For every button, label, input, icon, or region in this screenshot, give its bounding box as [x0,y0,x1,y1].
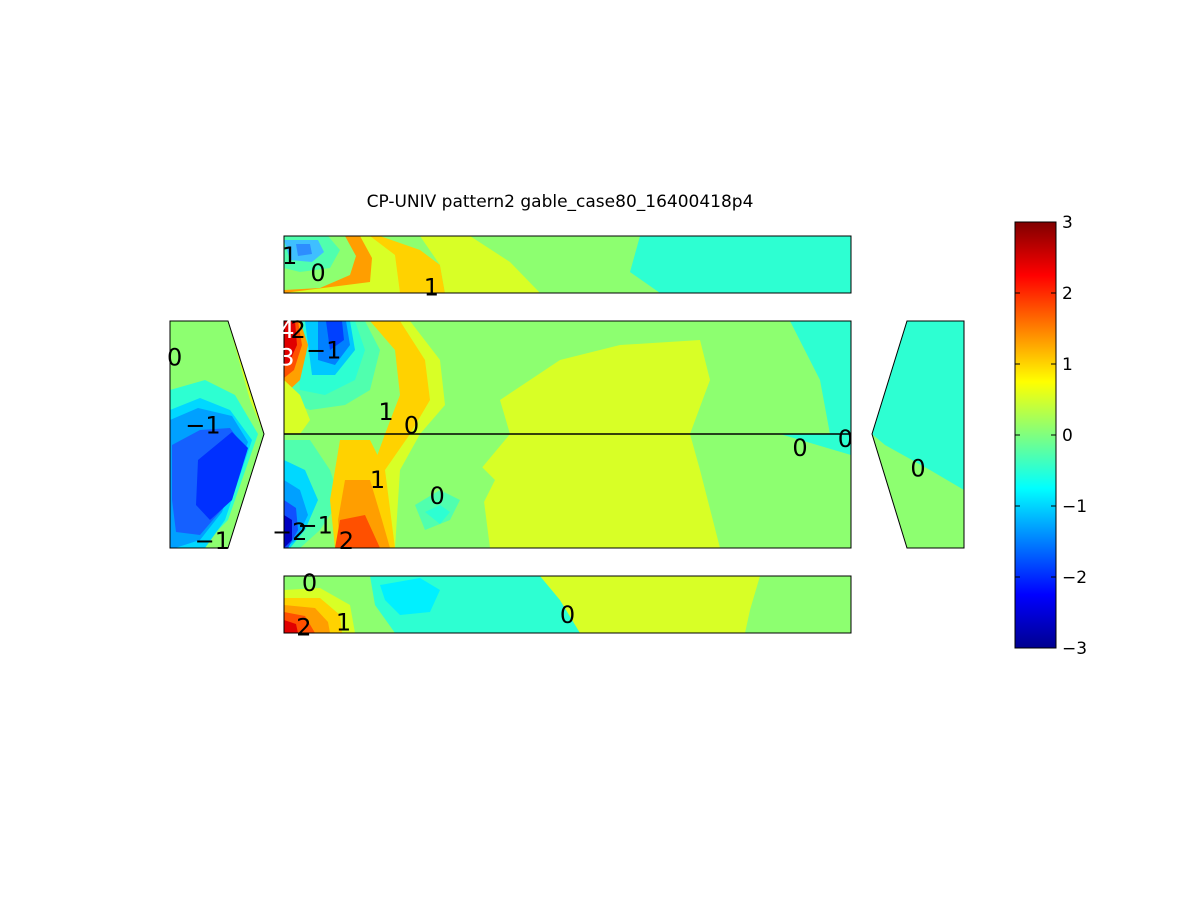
contour-label-center-0: 4 [279,316,294,344]
contour-label-left-1: −1 [185,411,220,439]
colorbar-tick-label-3: 0 [1062,426,1073,446]
contour-label-center-10: 2 [339,527,354,555]
contour-label-center-6: 1 [370,466,385,494]
colorbar: 3 2 1 0 −1 −2 −3 [1014,213,1087,659]
contour-label-top-0: 1 [282,242,297,270]
contour-label-center-8: −2 [272,518,307,546]
contour-label-center-7: 0 [429,482,444,510]
colorbar-tick-label-6: −3 [1062,639,1087,659]
contour-label-center-5: 0 [404,411,419,439]
contour-label-center-1: 2 [291,316,306,344]
contour-label-center-4: 1 [378,398,393,426]
colorbar-tick-label-1: 2 [1062,284,1073,304]
contour-label-left-0: 0 [167,343,182,371]
contour-label-top-2: 1 [424,273,439,301]
contour-label-top-1: 0 [310,259,325,287]
colorbar-gradient [1014,221,1057,649]
colorbar-ticks: 3 2 1 0 −1 −2 −3 [1015,213,1087,659]
contour-label-bottom-2: 1 [336,609,351,637]
panel-top [283,235,852,294]
panel-right [871,320,965,549]
chart-title: CP-UNIV pattern2 gable_case80_16400418p4 [367,192,754,212]
colorbar-tick-label-5: −2 [1062,568,1087,588]
contour-label-center-3: −1 [306,337,341,365]
contour-label-right-0: 0 [910,455,925,483]
panel-bottom [283,575,852,634]
panel-left [169,320,265,549]
colorbar-tick-label-4: −1 [1062,497,1087,517]
contour-label-center-11: 0 [792,434,807,462]
panel-center [283,320,852,549]
contour-label-center-9: −1 [297,511,332,539]
contour-label-bottom-3: 0 [560,601,575,629]
contour-label-center-12: 0 [838,425,853,453]
colorbar-tick-label-0: 3 [1062,213,1073,233]
contour-label-center-2: 3 [279,343,294,371]
contour-label-left-2: −1 [195,527,230,555]
colorbar-tick-label-2: 1 [1062,355,1073,375]
contour-label-bottom-1: 2 [296,613,311,641]
contour-label-bottom-0: 0 [302,569,317,597]
